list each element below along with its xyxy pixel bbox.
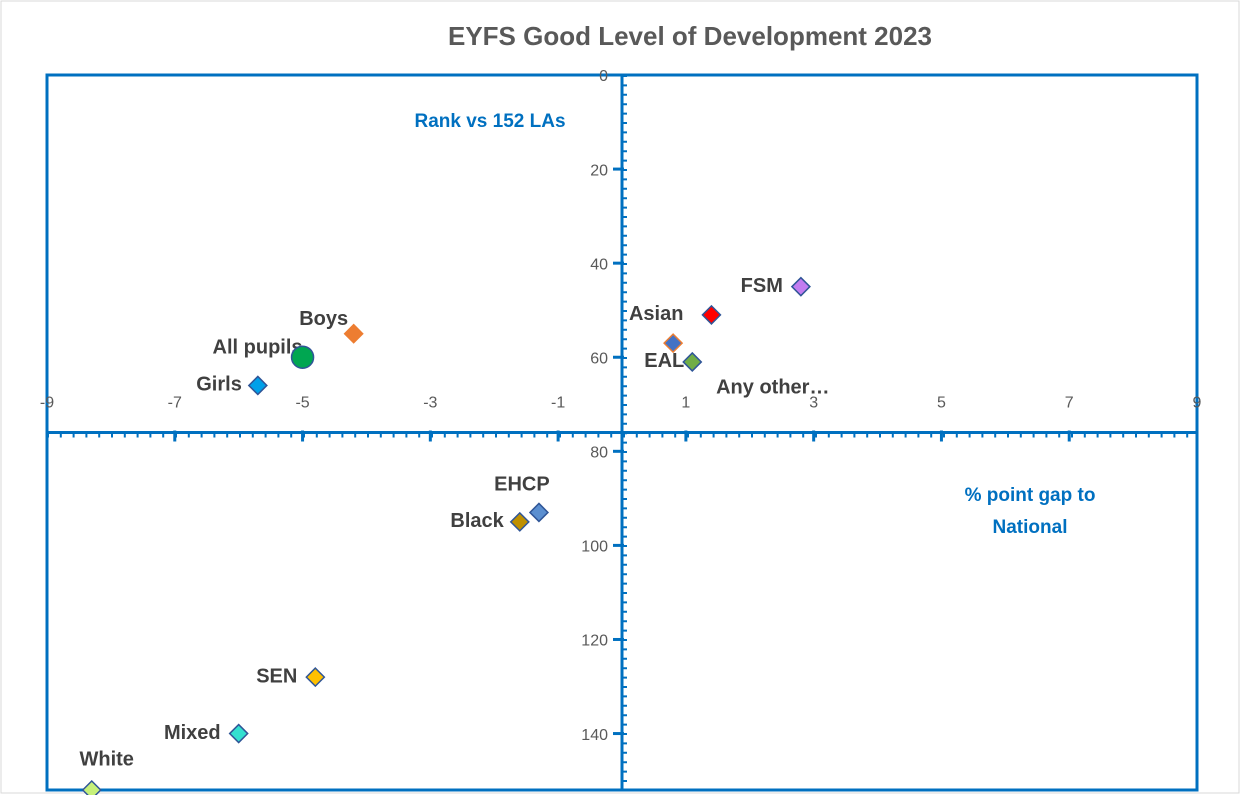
- point-label: Any other…: [716, 376, 829, 398]
- y-axis-label: Rank vs 152 LAs: [414, 111, 565, 132]
- point-label: Mixed: [164, 722, 221, 744]
- y-tick-label: 40: [590, 256, 608, 273]
- y-tick-label: 20: [590, 162, 608, 179]
- y-tick-label: 120: [581, 633, 608, 650]
- x-tick-label: 7: [1065, 395, 1074, 412]
- point: [305, 667, 326, 688]
- x-tick-label: -5: [295, 395, 309, 412]
- y-tick-label: 80: [590, 445, 608, 462]
- point-label: EHCP: [494, 474, 550, 496]
- y-tick-label: 60: [590, 350, 608, 367]
- point: [528, 502, 550, 523]
- point-label: EAL: [644, 350, 684, 372]
- y-tick-label: 100: [581, 539, 608, 556]
- point-label: Black: [450, 510, 504, 532]
- point-label: Boys: [299, 308, 348, 330]
- point-label: All pupils: [213, 337, 303, 359]
- x-tick-label: 5: [937, 395, 946, 412]
- point-label: FSM: [741, 275, 783, 297]
- x-tick-label: 3: [809, 395, 818, 412]
- x-axis-label: % point gap to National: [964, 485, 1096, 538]
- x-tick-label: 1: [681, 395, 690, 412]
- point: [790, 276, 811, 297]
- x-tick-label: -7: [168, 395, 182, 412]
- point: [290, 345, 315, 369]
- y-tick-label: 0: [599, 68, 608, 85]
- point-label: SEN: [256, 665, 297, 687]
- point: [228, 723, 249, 744]
- point: [701, 304, 722, 325]
- point-label: White: [80, 748, 134, 770]
- x-tick-label: -9: [40, 395, 54, 412]
- point-label: Girls: [196, 374, 242, 396]
- x-tick-label: -3: [423, 395, 437, 412]
- x-tick-label: 9: [1193, 395, 1202, 412]
- point: [343, 323, 364, 344]
- point: [682, 351, 703, 373]
- point: [81, 779, 102, 795]
- point: [509, 511, 530, 532]
- chart-title: EYFS Good Level of Development 2023: [448, 21, 932, 51]
- x-tick-label: -1: [551, 395, 565, 412]
- y-tick-label: 140: [581, 727, 608, 744]
- point: [663, 333, 684, 354]
- point-label: Asian: [629, 303, 683, 325]
- point: [247, 375, 268, 396]
